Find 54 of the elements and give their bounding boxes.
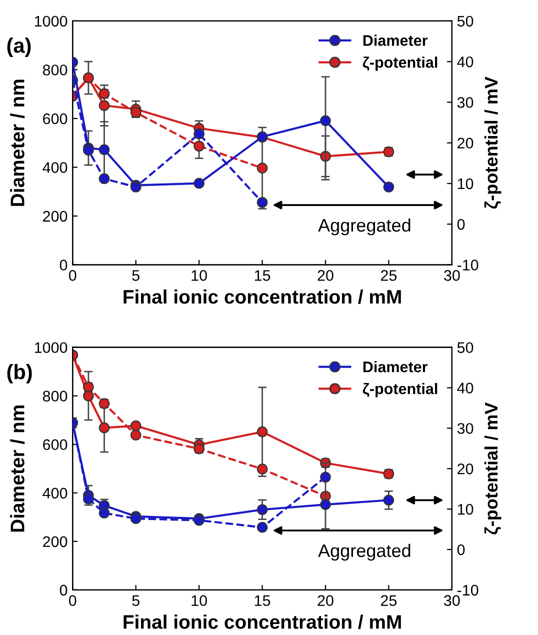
annotation: Aggregated (318, 218, 410, 236)
y-tick-label: 0 (60, 584, 68, 596)
y2-axis-title: ζ-potential / mV (484, 76, 502, 209)
y2-tick-label: 40 (457, 56, 474, 68)
x-tick-label: 0 (68, 270, 76, 281)
y2-tick-label: 10 (458, 504, 474, 515)
y2-tick-label: 30 (457, 423, 474, 434)
y-tick-label: 600 (43, 439, 68, 450)
x-tick-label: 5 (132, 595, 140, 606)
y2-tick-label: 20 (458, 138, 474, 149)
x-tick-label: 30 (444, 595, 460, 606)
y2-tick-label: 40 (457, 382, 474, 394)
legend-label: Diameter (363, 34, 428, 46)
y-tick-label: 400 (42, 162, 68, 173)
x-tick-label: 15 (254, 270, 270, 281)
y2-tick-label: -10 (457, 584, 478, 596)
x-tick-label: 25 (380, 595, 397, 606)
annotation: Aggregated (318, 544, 410, 561)
y-tick-label: 200 (43, 210, 68, 222)
legend-label: ζ-potential (362, 382, 438, 398)
y2-tick-label: 0 (457, 219, 465, 230)
y-tick-label: 1000 (34, 342, 68, 354)
y2-tick-label: 0 (457, 544, 465, 556)
y2-axis-title: ζ-potential / mV (484, 402, 502, 534)
y-tick-label: 800 (42, 64, 68, 76)
x-tick-label: 25 (380, 270, 397, 281)
y-axis-title: Diameter / nm (10, 406, 25, 532)
y2-tick-label: 50 (457, 342, 474, 354)
x-tick-label: 10 (192, 595, 207, 606)
y-axis-title: Diameter / nm (10, 80, 25, 206)
x-axis-title: Final ionic concentration / mM (124, 614, 401, 630)
text: (b) (7, 364, 32, 384)
x-tick-label: 20 (318, 270, 334, 281)
legend-label: ζ-potential (362, 56, 438, 71)
legend-label: Diameter (363, 361, 428, 372)
y2-tick-label: 30 (457, 97, 474, 108)
y-tick-label: 400 (42, 488, 68, 499)
x-tick-label: 15 (254, 595, 270, 606)
x-tick-label: 0 (68, 595, 76, 606)
text: (a) (7, 38, 31, 58)
x-tick-label: 20 (318, 595, 334, 606)
x-tick-label: 5 (132, 270, 140, 281)
y-tick-label: 0 (60, 260, 68, 270)
x-tick-label: 10 (192, 270, 207, 281)
x-axis-title: Final ionic concentration / mM (124, 289, 401, 304)
y2-tick-label: -10 (457, 260, 478, 270)
y-tick-label: 600 (43, 113, 68, 124)
x-tick-label: 30 (444, 270, 460, 281)
y2-tick-label: 10 (458, 178, 474, 190)
y-tick-label: 200 (43, 536, 68, 548)
y2-tick-label: 20 (458, 464, 474, 474)
y-tick-label: 1000 (34, 16, 68, 27)
y2-tick-label: 50 (457, 16, 474, 27)
y-tick-label: 800 (42, 390, 68, 402)
